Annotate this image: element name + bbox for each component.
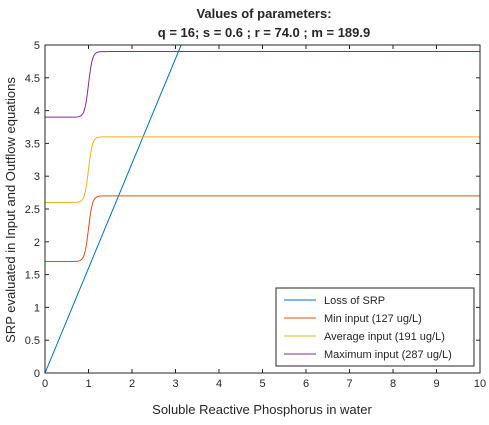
legend-label-3: Average input (191 ug/L) bbox=[324, 331, 445, 343]
legend-box bbox=[275, 287, 475, 367]
series-line-1 bbox=[45, 45, 182, 373]
x-tick-label: 0 bbox=[42, 378, 48, 390]
y-tick-label: 4.5 bbox=[25, 73, 40, 85]
x-tick-label: 7 bbox=[346, 378, 352, 390]
y-axis-label: SRP evaluated in Input and Outflow equat… bbox=[3, 77, 18, 343]
legend-label-1: Loss of SRP bbox=[324, 295, 385, 307]
chart-subtitle: q = 16; s = 0.6 ; r = 74.0 ; m = 189.9 bbox=[158, 25, 370, 40]
y-tick-label: 3 bbox=[34, 171, 40, 183]
series-line-3 bbox=[45, 136, 480, 203]
y-tick-label: 0.5 bbox=[25, 335, 40, 347]
ticks-group: 0 1 2 3 4 5 6 7 8 9 10 0 0.5 1 1.5 2 2.5 3 3.5 4 4.5 5 bbox=[25, 40, 486, 390]
x-tick-label: 8 bbox=[390, 378, 396, 390]
series-group bbox=[45, 45, 480, 373]
x-tick-label: 6 bbox=[303, 378, 309, 390]
y-tick-label: 5 bbox=[34, 40, 40, 52]
x-tick-label: 9 bbox=[433, 378, 439, 390]
legend-label-4: Maximum input (287 ug/L) bbox=[324, 349, 452, 361]
series-line-2 bbox=[45, 195, 480, 262]
y-tick-label: 0 bbox=[34, 368, 40, 380]
y-tick-label: 1.5 bbox=[25, 270, 40, 282]
y-tick-label: 4 bbox=[34, 106, 40, 118]
chart-title: Values of parameters: bbox=[196, 6, 331, 21]
y-tick-label: 2.5 bbox=[25, 204, 40, 216]
y-tick-label: 3.5 bbox=[25, 138, 40, 150]
x-tick-label: 2 bbox=[129, 378, 135, 390]
x-axis-label: Soluble Reactive Phosphorus in water bbox=[152, 402, 372, 417]
x-tick-label: 1 bbox=[85, 378, 91, 390]
x-tick-label: 3 bbox=[172, 378, 178, 390]
legend-label-2: Min input (127 ug/L) bbox=[324, 313, 422, 325]
y-tick-label: 2 bbox=[34, 237, 40, 249]
x-tick-label: 5 bbox=[259, 378, 265, 390]
x-tick-label: 10 bbox=[474, 378, 486, 390]
series-line-4 bbox=[45, 51, 480, 118]
y-tick-label: 1 bbox=[34, 302, 40, 314]
x-tick-label: 4 bbox=[216, 378, 222, 390]
legend: Loss of SRP Min input (127 ug/L) Average i… bbox=[275, 287, 475, 367]
